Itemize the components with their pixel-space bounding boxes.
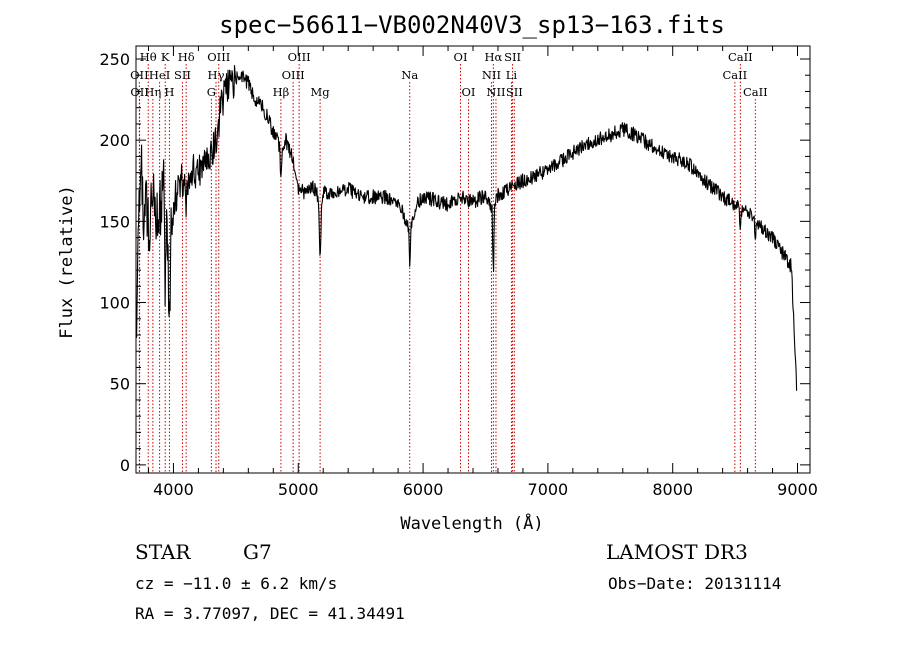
y-axis-label: Flux (relative) [57,185,77,339]
spectral-line-label: K [161,50,170,64]
spectral-line-label: OIII [282,68,305,82]
object-subclass: G7 [243,540,272,564]
spectral-line-label: Hβ [273,85,290,99]
spectral-line-label: Hα [484,50,502,64]
spectral-line-label: OIII [207,50,230,64]
y-tick-label: 200 [99,131,130,150]
x-tick-label: 9000 [777,480,818,499]
spectral-line-label: NII [482,68,501,82]
coordinates-text: RA = 3.77097, DEC = 41.34491 [135,604,405,623]
spectral-line-label: NII [486,85,505,99]
redshift-text: cz = −11.0 ± 6.2 km/s [135,574,338,593]
spectral-line-label: Hη [144,85,161,99]
y-tick-label: 150 [99,212,130,231]
spectral-line-label: Hθ [140,50,157,64]
observation-date: Obs−Date: 20131114 [608,574,782,593]
x-tick-label: 7000 [528,480,569,499]
spectral-line-label: OII [130,85,149,99]
y-tick-label: 250 [99,50,130,69]
survey-name: LAMOST DR3 [606,540,748,564]
spectral-line-label: CaII [743,85,768,99]
spectral-line-label: SII [504,50,521,64]
x-axis-label: Wavelength (Å) [400,512,543,534]
y-tick-label: 0 [120,456,130,475]
spectral-line-label: CaII [728,50,753,64]
y-tick-label: 50 [110,375,130,394]
x-tick-label: 4000 [153,480,194,499]
plot-frame [135,45,811,474]
spectral-line-label: Mg [311,85,331,99]
chart-title: spec−56611−VB002N40V3_sp13−163.fits [219,11,725,39]
spectral-line-label: HeI [149,68,170,82]
y-tick-label: 100 [99,294,130,313]
spectral-line-label: Li [506,68,518,82]
x-tick-label: 5000 [278,480,319,499]
spectral-line-label: SII [506,85,523,99]
spectrum-series-line [136,64,798,391]
spectral-line-label: SII [174,68,191,82]
spectral-line-label: CaII [722,68,747,82]
spectral-line-label: Hδ [178,50,195,64]
spectral-line-label: Hγ [208,68,225,82]
spectral-line-label: G [207,85,216,99]
spectral-line-label: H [164,85,174,99]
axes: 4000 5000 6000 7000 8000 9000 0 50 100 150 200 250 [99,46,818,499]
object-class: STAR [135,540,191,564]
spectral-line-label: OIII [288,50,311,64]
x-tick-label: 8000 [652,480,693,499]
spectral-line-label: OI [454,50,468,64]
x-tick-label: 6000 [403,480,444,499]
spectral-line-label: Na [401,68,418,82]
spectral-line-label: OI [462,85,476,99]
